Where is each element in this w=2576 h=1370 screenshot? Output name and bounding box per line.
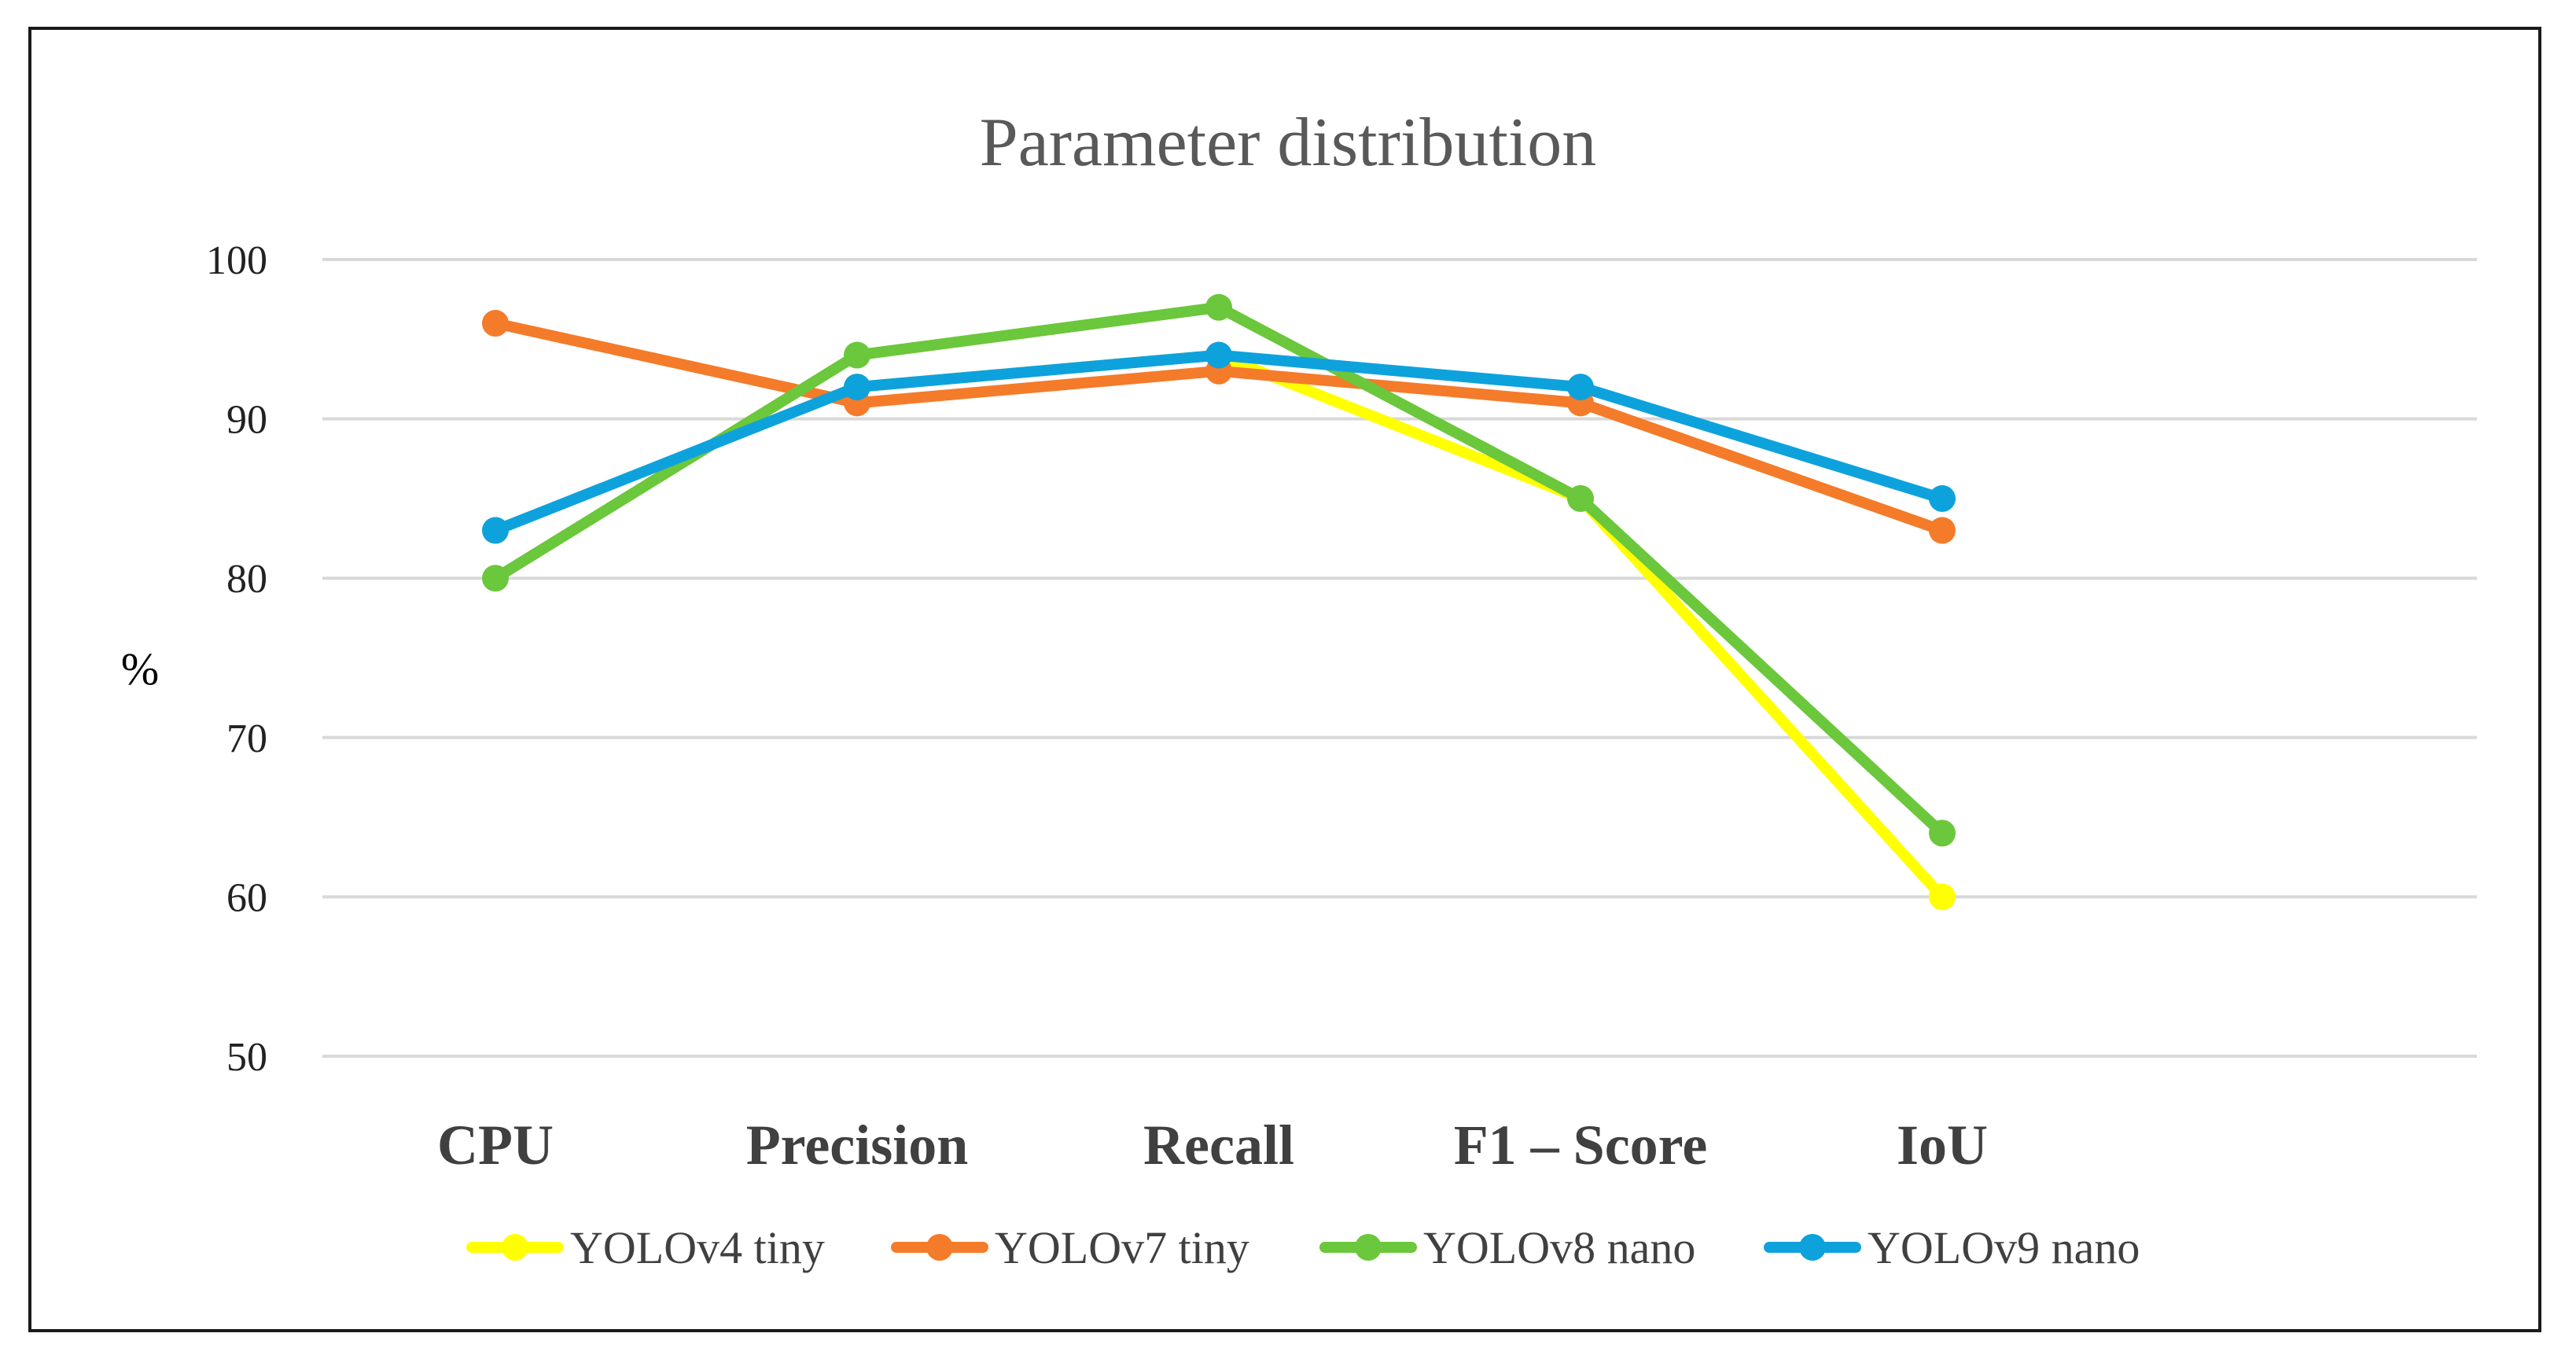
data-point (482, 310, 509, 337)
data-point (1205, 341, 1232, 369)
series-yolov4-tiny (844, 341, 1956, 911)
x-tick-label: IoU (1897, 1114, 1988, 1177)
y-tick-label: 70 (226, 716, 267, 761)
series-yolov9-nano (482, 341, 1956, 544)
y-axis-label: % (121, 643, 159, 694)
y-axis-ticks: 50 60 70 80 90 100 (206, 238, 267, 1080)
legend-item: YOLOv9 nano (1764, 1222, 2140, 1273)
x-tick-label: CPU (437, 1114, 554, 1177)
legend-swatch-marker (1799, 1234, 1826, 1261)
legend-label: YOLOv4 tiny (570, 1222, 825, 1273)
legend: YOLOv4 tiny YOLOv7 tiny YOLOv8 nano YOLOv9 … (466, 1222, 2140, 1273)
y-tick-label: 100 (206, 238, 267, 283)
chart-title: Parameter distribution (980, 105, 1596, 181)
data-point (1929, 517, 1956, 544)
series-line (490, 301, 1948, 839)
y-tick-label: 60 (226, 875, 267, 920)
x-tick-label: F1 – Score (1454, 1114, 1708, 1177)
data-point (1205, 293, 1232, 321)
data-point (844, 374, 870, 401)
legend-label: YOLOv8 nano (1423, 1222, 1695, 1273)
data-point (1929, 819, 1956, 847)
series-line (852, 349, 1948, 903)
data-point (1929, 883, 1956, 911)
chart-frame: Parameter distribution % 50 60 70 80 90 100 C… (28, 27, 2541, 1332)
legend-swatch-marker (1355, 1234, 1382, 1261)
line-chart: Parameter distribution % 50 60 70 80 90 100 C… (121, 105, 2477, 1273)
data-point (1567, 484, 1594, 512)
data-point (482, 565, 509, 592)
legend-item: YOLOv4 tiny (466, 1222, 825, 1273)
gridlines (322, 258, 2477, 1058)
y-tick-label: 90 (226, 398, 267, 443)
legend-swatch-marker (926, 1234, 953, 1261)
data-point (844, 341, 870, 369)
legend-label: YOLOv7 tiny (995, 1222, 1249, 1273)
y-tick-label: 80 (226, 557, 267, 602)
legend-swatch-marker (502, 1234, 528, 1261)
legend-item: YOLOv8 nano (1319, 1222, 1695, 1273)
legend-item: YOLOv7 tiny (891, 1222, 1249, 1273)
x-tick-label: Precision (746, 1114, 969, 1177)
data-point (1567, 374, 1594, 401)
data-point (1929, 484, 1956, 512)
y-tick-label: 50 (226, 1035, 267, 1080)
x-tick-label: Recall (1143, 1114, 1294, 1177)
legend-label: YOLOv9 nano (1868, 1222, 2140, 1273)
data-point (482, 517, 509, 544)
x-axis-ticks: CPU Precision Recall F1 – Score IoU (437, 1114, 1988, 1177)
series-lines (482, 293, 1956, 911)
